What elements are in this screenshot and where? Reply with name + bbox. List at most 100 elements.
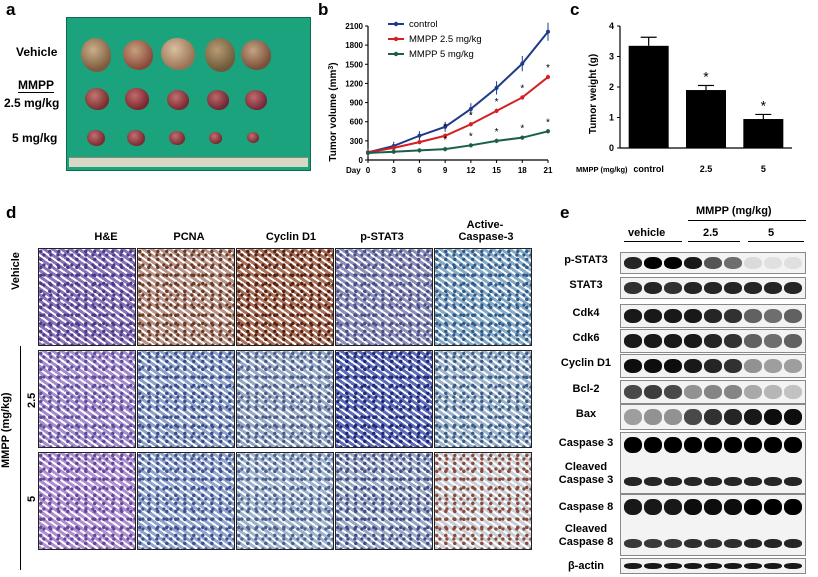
blot-band xyxy=(644,359,662,373)
ihc-tile xyxy=(335,350,433,448)
b-point xyxy=(417,133,422,138)
b-x-tick-label: 21 xyxy=(544,166,553,175)
blot-band xyxy=(744,385,762,399)
blot-band-cleaved xyxy=(764,539,782,548)
b-point xyxy=(443,147,448,152)
blot-band xyxy=(704,359,722,373)
e-group-vehicle: vehicle xyxy=(628,227,666,239)
blot-band xyxy=(724,437,742,453)
blot-band xyxy=(704,563,722,569)
blot-band xyxy=(724,499,742,515)
blot-band xyxy=(644,563,662,569)
panel-label-c: c xyxy=(570,0,580,19)
b-y-tick-label: 0 xyxy=(359,156,364,165)
e-group-5: 5 xyxy=(768,227,775,239)
blot-band-cleaved xyxy=(704,477,722,486)
blot-band xyxy=(764,257,782,269)
col-pcna: PCNA xyxy=(173,231,205,243)
group-bracket xyxy=(20,346,21,570)
b-x-tick-label: 0 xyxy=(366,166,371,175)
blot-band xyxy=(764,563,782,569)
b-point xyxy=(417,140,422,145)
b-point xyxy=(443,124,448,129)
e-label-caspase3: Caspase 3 xyxy=(558,437,614,449)
b-point xyxy=(391,145,396,150)
blot-band xyxy=(684,499,702,515)
b-point xyxy=(520,61,525,66)
blot-band xyxy=(664,282,682,294)
blot-band xyxy=(684,309,702,323)
blot-band xyxy=(724,334,742,348)
c-bar xyxy=(743,119,784,148)
c-x-tick-label: control xyxy=(633,164,664,174)
col-he: H&E xyxy=(94,231,118,243)
b-legend-marker xyxy=(393,21,399,27)
b-point xyxy=(546,75,550,80)
b-point xyxy=(520,95,525,100)
blot-band xyxy=(784,437,802,453)
blot-band xyxy=(684,385,702,399)
panel-label-d: d xyxy=(6,203,17,222)
ihc-tile xyxy=(236,248,334,346)
blot-band xyxy=(704,409,722,425)
blot-band xyxy=(684,359,702,373)
blot-band xyxy=(784,309,802,323)
e-label-caspase3-b: Caspase 3 xyxy=(558,474,614,486)
blot-band xyxy=(744,309,762,323)
blot-band xyxy=(764,282,782,294)
b-x-tick-label: 18 xyxy=(518,166,527,175)
blot-band xyxy=(724,309,742,323)
ihc-tile xyxy=(38,350,136,448)
e-label-cdk4: Cdk4 xyxy=(572,307,600,319)
col-caspase-3: Caspase-3 xyxy=(458,231,514,243)
b-y-tick-label: 300 xyxy=(350,137,364,146)
b-significance: * xyxy=(469,131,473,142)
blot-strip xyxy=(620,404,806,430)
blot-band xyxy=(664,385,682,399)
b-legend-label: MMPP 5 mg/kg xyxy=(409,49,474,60)
blot-band xyxy=(744,257,762,269)
blot-band xyxy=(624,385,642,399)
b-point xyxy=(546,29,550,34)
b-y-tick-label: 1500 xyxy=(345,60,363,69)
ihc-tile xyxy=(236,350,334,448)
ihc-tile xyxy=(38,452,136,550)
blot-band xyxy=(644,409,662,425)
blot-band-cleaved xyxy=(664,477,682,486)
c-significance: * xyxy=(703,68,709,84)
blot-band xyxy=(724,385,742,399)
blot-band xyxy=(624,359,642,373)
b-x-axis-title: Day xyxy=(346,166,361,175)
c-y-axis-label: Tumor weight (g) xyxy=(588,54,599,134)
b-point xyxy=(443,133,448,138)
blot-band xyxy=(704,385,722,399)
blot-band xyxy=(624,309,642,323)
b-series-line xyxy=(367,31,549,154)
b-y-tick-label: 1200 xyxy=(345,79,363,88)
b-point xyxy=(417,148,422,153)
blot-band xyxy=(704,437,722,453)
e-label-cyclin-d1: Cyclin D1 xyxy=(560,357,612,369)
blot-band xyxy=(784,563,802,569)
ihc-grid xyxy=(38,248,532,550)
c-y-tick-label: 2 xyxy=(609,82,614,92)
b-point xyxy=(494,138,499,143)
row-label-5: 5 mg/kg xyxy=(12,131,58,145)
panel-label-e: e xyxy=(560,203,570,222)
ihc-tile xyxy=(335,452,433,550)
blot-band-cleaved xyxy=(724,539,742,548)
ihc-tile xyxy=(137,248,235,346)
blot-strip xyxy=(620,277,806,299)
blot-strip xyxy=(620,304,806,328)
b-x-tick-label: 6 xyxy=(417,166,422,175)
blot-band xyxy=(704,334,722,348)
b-significance: * xyxy=(443,135,447,146)
blot-band xyxy=(744,282,762,294)
b-x-tick-label: 3 xyxy=(391,166,396,175)
blot-band xyxy=(624,499,642,515)
blot-band-cleaved xyxy=(744,477,762,486)
b-significance: * xyxy=(469,110,473,121)
b-point xyxy=(468,143,473,148)
